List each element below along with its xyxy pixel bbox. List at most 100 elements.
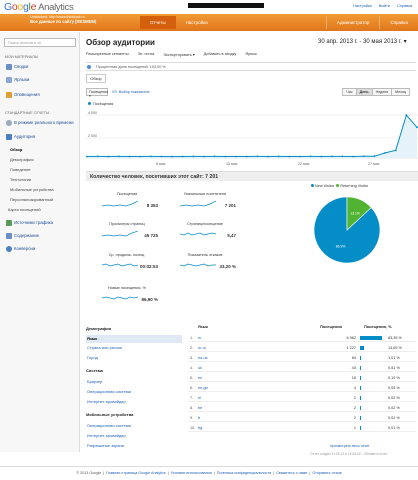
- visits-point[interactable]: [128, 155, 131, 158]
- visits-point[interactable]: [405, 114, 408, 116]
- footer-privacy[interactable]: Политика конфиденциальности: [216, 471, 272, 475]
- language-link[interactable]: en: [198, 376, 203, 380]
- shortcut-button[interactable]: Ярлык: [245, 52, 257, 56]
- visits-point[interactable]: [213, 155, 216, 158]
- export-button[interactable]: Экспортировать ▾: [163, 53, 195, 57]
- sidebar-item-content[interactable]: Содержание: [4, 231, 78, 241]
- advanced-segments-button[interactable]: Расширенные сегменты: [86, 52, 129, 56]
- visits-point[interactable]: [86, 155, 88, 158]
- compare-metric-link[interactable]: VS. Выбор показателя: [112, 90, 150, 94]
- report-search-input[interactable]: Поиск отчетов и сп: [4, 38, 76, 47]
- metric-pageviews[interactable]: Просмотры страниц 45 725: [92, 222, 162, 238]
- language-link[interactable]: bg: [198, 426, 203, 430]
- dim-browser[interactable]: Браузер: [87, 379, 103, 384]
- metric-pages-per-visit[interactable]: Страниц/посещение 5,47: [170, 222, 240, 238]
- dim-os[interactable]: Операционная система: [87, 389, 131, 394]
- visits-point[interactable]: [139, 155, 142, 158]
- visits-point[interactable]: [107, 155, 110, 158]
- period-day-button[interactable]: День: [355, 88, 373, 96]
- visits-point[interactable]: [245, 155, 248, 158]
- sidebar-sub-technology[interactable]: Технологии: [10, 177, 32, 182]
- pie-slice-returning-visitor[interactable]: [346, 196, 372, 231]
- sidebar-item-conversions[interactable]: Конверсии: [4, 244, 78, 254]
- visits-point[interactable]: [362, 155, 365, 158]
- dim-language[interactable]: Язык: [86, 335, 182, 343]
- language-link[interactable]: fr: [198, 416, 201, 420]
- sidebar-item-audience[interactable]: Аудитория: [4, 132, 78, 142]
- google-analytics-logo[interactable]: Google Analytics: [4, 1, 74, 13]
- language-link[interactable]: el: [198, 396, 201, 400]
- visits-point[interactable]: [160, 155, 163, 158]
- sidebar-item-dashboards[interactable]: Сводки: [4, 62, 78, 72]
- visits-line-chart[interactable]: 4 000 2 000 8 мая 15 мая 22 мая 27 мая: [86, 108, 418, 168]
- dim-city[interactable]: Город: [87, 355, 98, 360]
- dim-mobile-isp[interactable]: Интернет-провайдер: [87, 433, 126, 438]
- dim-mobile-os[interactable]: Операционная система: [87, 423, 131, 428]
- metric-select[interactable]: Посещения ▾: [86, 88, 108, 98]
- footer-ga-home[interactable]: Главная страница Google Analytics: [106, 471, 166, 475]
- metric-unique-visitors[interactable]: Уникальные посетители 7 201: [170, 192, 240, 208]
- metric-visits[interactable]: Посещения 8 353: [92, 192, 162, 208]
- language-link[interactable]: ru: [198, 336, 202, 340]
- visits-point[interactable]: [373, 155, 376, 158]
- visits-point[interactable]: [181, 155, 184, 158]
- visits-point[interactable]: [224, 155, 227, 158]
- metric-new-visits[interactable]: Новые посещения, % 86,90 %: [92, 286, 162, 302]
- sidebar-sub-custom[interactable]: Персонализированный: [10, 197, 53, 202]
- metric-avg-duration[interactable]: Ср. продолж. посещ. 00:02:53: [92, 253, 162, 269]
- visits-point[interactable]: [299, 155, 301, 158]
- email-button[interactable]: Эл. почта: [137, 52, 155, 56]
- logout-link[interactable]: Выйти: [378, 4, 391, 8]
- help-tab[interactable]: Справка: [379, 16, 418, 29]
- visitor-pie-chart[interactable]: 86.9% 13.1%: [312, 195, 382, 265]
- visits-point[interactable]: [341, 155, 344, 158]
- sidebar-item-shortcuts[interactable]: Ярлыки: [4, 75, 78, 85]
- language-link[interactable]: en-gb: [198, 386, 208, 390]
- visits-point[interactable]: [352, 155, 355, 158]
- language-link[interactable]: ru-ru: [198, 346, 207, 350]
- sidebar-item-realtime[interactable]: В режиме реального времени: [4, 118, 78, 128]
- date-range-picker[interactable]: 30 апр. 2013 г. - 30 мая 2013 г. ▾: [318, 39, 407, 45]
- visits-point[interactable]: [96, 155, 99, 158]
- sidebar-sub-visitors-flow[interactable]: Карта посещений: [8, 207, 41, 212]
- visits-point[interactable]: [256, 155, 259, 158]
- visits-point[interactable]: [149, 155, 152, 158]
- footer-contact[interactable]: Свяжитесь с нами: [276, 471, 308, 475]
- col-visits-pct[interactable]: Посещения, %: [364, 324, 392, 329]
- col-language[interactable]: Язык: [198, 324, 209, 329]
- period-hour-button[interactable]: Час: [342, 88, 357, 96]
- language-link[interactable]: be: [198, 406, 203, 410]
- visits-point[interactable]: [384, 151, 386, 154]
- tab-settings[interactable]: Настройка: [185, 20, 208, 25]
- language-link[interactable]: en-us: [198, 356, 208, 360]
- footer-terms[interactable]: Условия использования: [170, 471, 212, 475]
- footer-feedback[interactable]: Отправить отзыв: [312, 471, 342, 475]
- language-link[interactable]: uk: [198, 366, 203, 370]
- visits-point[interactable]: [235, 155, 237, 158]
- admin-tab[interactable]: Администратор: [325, 16, 379, 29]
- sidebar-sub-demographics[interactable]: Демография: [10, 157, 34, 162]
- dim-country[interactable]: Страна или регион: [87, 345, 123, 350]
- visits-point[interactable]: [288, 155, 291, 158]
- period-week-button[interactable]: Неделя: [371, 88, 393, 96]
- help-link[interactable]: Справка: [397, 4, 412, 8]
- settings-link[interactable]: Настройки: [353, 4, 372, 8]
- view-full-report-link[interactable]: просмотреть весь отчет: [330, 444, 370, 448]
- sidebar-sub-overview[interactable]: Обзор: [10, 147, 23, 152]
- visits-point[interactable]: [394, 149, 397, 152]
- col-visits[interactable]: Посещения: [320, 324, 342, 329]
- sidebar-item-alerts[interactable]: Оповещения: [4, 90, 78, 100]
- visits-point[interactable]: [267, 155, 269, 158]
- sidebar-item-traffic-sources[interactable]: Источники трафика: [4, 218, 78, 228]
- visits-point[interactable]: [118, 155, 120, 158]
- visits-point[interactable]: [192, 155, 195, 158]
- sidebar-sub-mobile[interactable]: Мобильные устройства: [10, 187, 54, 192]
- sidebar-sub-behavior[interactable]: Поведение: [10, 167, 31, 172]
- visits-point[interactable]: [309, 155, 312, 158]
- tab-overview[interactable]: Обзор: [86, 74, 106, 83]
- visits-point[interactable]: [416, 126, 418, 129]
- property-selector[interactable]: Unstacked: http://www.thinklusk.ru Все д…: [30, 15, 96, 24]
- visits-point[interactable]: [320, 155, 323, 158]
- period-month-button[interactable]: Месяц: [391, 88, 410, 96]
- visits-point[interactable]: [330, 155, 333, 158]
